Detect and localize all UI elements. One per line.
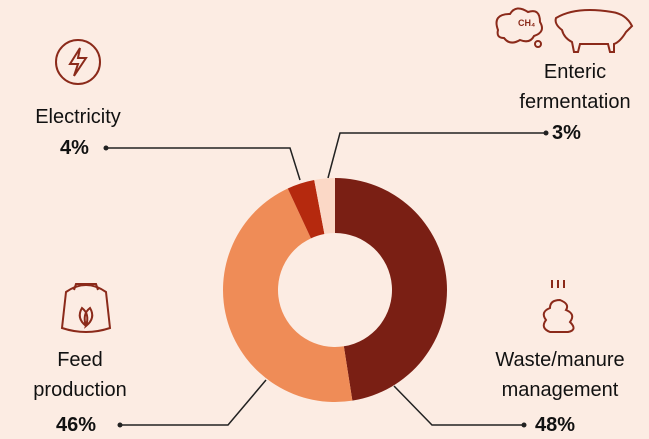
electricity-icon xyxy=(55,39,101,85)
value-label: 3% xyxy=(552,122,581,144)
donut-segment xyxy=(222,188,353,403)
methane-text: CH₄ xyxy=(518,18,535,28)
methane-icon xyxy=(495,7,634,53)
category-label: Enteric fermentation xyxy=(519,61,631,113)
leader-dots xyxy=(103,130,549,428)
manure-icon xyxy=(542,280,575,333)
feed-icon xyxy=(60,283,112,333)
donut-segment xyxy=(335,178,448,401)
value-label: 4% xyxy=(60,137,89,159)
value-label: 46% xyxy=(56,414,97,436)
category-label: Feed production xyxy=(33,349,127,401)
donut-segment xyxy=(287,179,325,239)
donut-segment xyxy=(314,178,335,234)
category-label: Waste/manure management xyxy=(495,349,625,401)
value-label: 48% xyxy=(535,414,576,436)
leader-lines xyxy=(106,132,546,426)
category-label: Electricity xyxy=(35,106,121,128)
